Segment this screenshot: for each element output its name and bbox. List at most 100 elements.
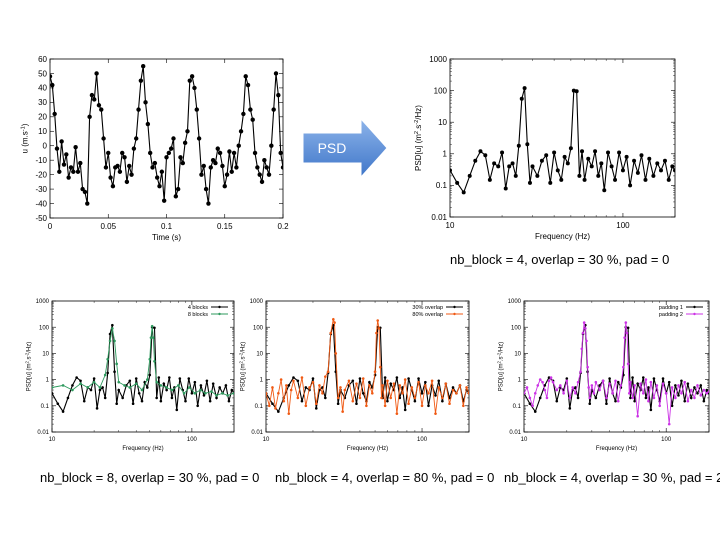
x-tick-label: 100 [661,437,672,443]
data-point [106,357,109,361]
data-point [548,180,553,185]
data-point [111,327,114,330]
axis-ticks: 0.01 0.1 1 10 100 1000 10 100 [250,299,470,443]
data-point [530,164,535,169]
data-point [75,169,81,174]
data-point [85,201,90,206]
y-tick-label: 1000 [36,299,50,305]
series-group [450,86,675,195]
data-point [155,396,158,400]
data-point [655,161,660,166]
y-tick-label: 1000 [250,299,264,305]
data-point [98,386,102,389]
data-point [693,386,696,389]
data-point [188,386,191,389]
data-point [287,412,291,415]
data-point [87,114,92,120]
data-point [326,370,330,374]
data-point [311,377,315,380]
data-point [639,153,644,158]
data-point [347,379,351,383]
data-point [196,136,202,141]
data-point [64,152,69,157]
data-point [227,149,232,154]
x-axis-label: Frequency (Hz) [535,232,590,241]
data-point [562,154,567,159]
data-point [533,391,537,395]
data-point [588,402,592,406]
data-point [127,163,132,169]
data-point [398,384,402,387]
y-tick-label: -20 [35,170,47,179]
data-point [383,376,387,379]
data-point [478,149,483,154]
x-tick-label: 0.1 [161,222,173,231]
data-point [208,165,213,170]
data-point [57,169,62,174]
data-point [113,370,116,374]
data-point [375,331,378,335]
x-tick-label: 0.15 [217,222,233,231]
data-point [182,391,186,395]
data-point [66,396,70,400]
data-point [115,402,118,406]
psd-chart-padding-2: 0.01 0.1 1 10 100 1000 10 100 Frequency (Hz) PSD[… [496,299,710,452]
y-axis-label: PSD[u] (m2.s-2/Hz) [414,105,423,171]
data-point [300,376,304,379]
data-point [536,384,540,387]
data-point [103,396,107,400]
data-point [620,168,625,173]
data-point [138,78,144,83]
data-point [641,391,645,395]
data-point [395,376,399,379]
legend-marker [453,305,456,309]
caption-8-blocks: nb_block = 8, overlap = 30 %, pad = 0 [40,470,260,485]
data-point [492,161,497,166]
data-point [531,404,534,408]
data-point [565,161,570,166]
data-point [343,388,347,392]
y-tick-label: -10 [35,156,47,165]
series-group [52,323,234,413]
data-point [141,64,146,69]
data-point [220,163,225,169]
data-point [292,376,295,379]
data-point [674,396,677,400]
data-point [173,194,179,199]
data-point [455,180,460,185]
data-point [274,407,277,410]
data-point [368,384,371,387]
data-point [204,391,207,395]
y-tick-label: 10 [256,352,263,358]
data-point [623,336,626,339]
plot-area [51,300,235,433]
data-point [153,359,156,363]
data-point [271,402,274,406]
data-point [117,169,123,174]
data-point [413,396,417,400]
data-point [157,184,162,189]
data-point [608,382,611,385]
data-point [358,377,362,380]
y-tick-label: 1 [46,378,50,384]
psd-chart-main: 0.01 0.1 1 10 100 1000 10 100 Frequency (Hz) PSD[… [414,55,676,241]
data-point [98,388,102,392]
data-point [667,422,671,426]
data-point [140,388,144,392]
y-tick-label: -50 [35,214,47,223]
legend-label: 80% overlap [412,312,443,318]
data-point [134,382,138,385]
data-point [101,136,106,141]
y-tick-label: 10 [42,352,49,358]
data-point [555,388,559,392]
data-point [605,402,608,406]
x-tick-label: 10 [446,221,455,230]
data-point [580,347,584,351]
data-point [702,399,706,403]
y-axis-label: PSD[u] (m2.s-2/Hz) [238,342,247,391]
data-point [236,143,241,148]
data-point [129,172,134,177]
legend-label: padding 2 [659,312,683,318]
data-point [177,384,180,387]
